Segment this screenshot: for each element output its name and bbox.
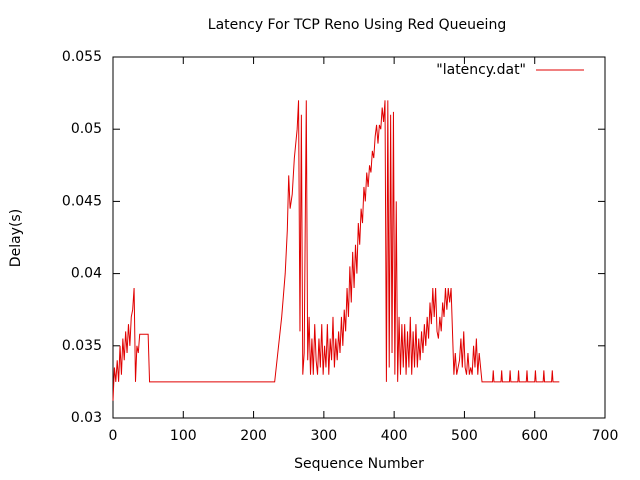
y-tick-label: 0.03: [71, 410, 102, 426]
x-tick-label: 700: [592, 428, 619, 444]
plot-border: [112, 56, 606, 419]
x-tick-label: 100: [170, 428, 197, 444]
chart-title: Latency For TCP Reno Using Red Queueing: [208, 17, 506, 33]
x-axis-label: Sequence Number: [294, 456, 424, 472]
x-tick-label: 400: [381, 428, 408, 444]
y-tick-label: 0.045: [62, 193, 102, 209]
y-tick-label: 0.05: [71, 121, 102, 137]
legend-label: "latency.dat": [436, 62, 526, 78]
y-tick-label: 0.035: [62, 338, 102, 354]
x-tick-label: 500: [451, 428, 478, 444]
y-tick-label: 0.055: [62, 49, 102, 65]
data-line: [112, 100, 560, 401]
y-tick-label: 0.04: [71, 266, 102, 282]
x-tick-label: 200: [240, 428, 267, 444]
y-axis-label: Delay(s): [8, 209, 24, 267]
x-tick-label: 0: [109, 428, 118, 444]
x-tick-label: 600: [521, 428, 548, 444]
x-tick-label: 300: [310, 428, 337, 444]
